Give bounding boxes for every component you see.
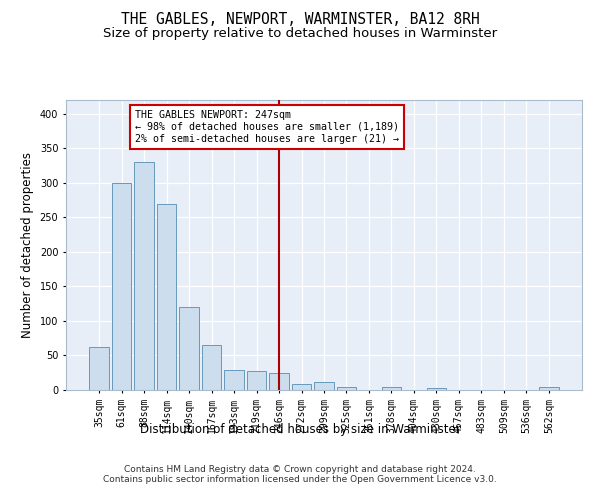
Bar	[134, 162, 154, 390]
Bar	[382, 387, 401, 390]
Bar	[179, 307, 199, 390]
Bar	[202, 345, 221, 390]
Text: Size of property relative to detached houses in Warminster: Size of property relative to detached ho…	[103, 28, 497, 40]
Bar	[89, 347, 109, 390]
Bar	[112, 183, 131, 390]
Bar	[314, 382, 334, 390]
Text: Distribution of detached houses by size in Warminster: Distribution of detached houses by size …	[140, 422, 460, 436]
Bar	[292, 384, 311, 390]
Text: Contains HM Land Registry data © Crown copyright and database right 2024.
Contai: Contains HM Land Registry data © Crown c…	[103, 465, 497, 484]
Bar	[157, 204, 176, 390]
Y-axis label: Number of detached properties: Number of detached properties	[21, 152, 34, 338]
Bar	[269, 372, 289, 390]
Bar	[337, 386, 356, 390]
Bar	[539, 387, 559, 390]
Bar	[224, 370, 244, 390]
Text: THE GABLES, NEWPORT, WARMINSTER, BA12 8RH: THE GABLES, NEWPORT, WARMINSTER, BA12 8R…	[121, 12, 479, 28]
Text: THE GABLES NEWPORT: 247sqm
← 98% of detached houses are smaller (1,189)
2% of se: THE GABLES NEWPORT: 247sqm ← 98% of deta…	[135, 110, 399, 144]
Bar	[427, 388, 446, 390]
Bar	[247, 372, 266, 390]
